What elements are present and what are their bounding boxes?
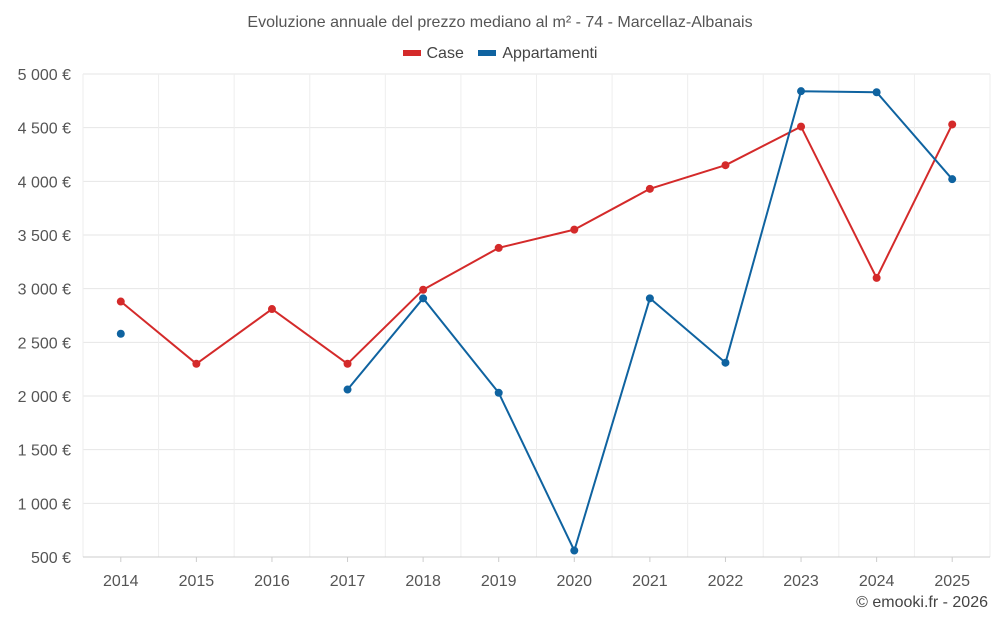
data-point-appartamenti [645, 294, 654, 303]
legend-item-case[interactable]: Case [402, 45, 464, 63]
data-point-appartamenti [948, 175, 957, 184]
legend-swatch-case [402, 50, 421, 56]
credit: © emooki.fr - 2026 [856, 594, 988, 611]
legend-label-appartamenti: Appartamenti [502, 45, 598, 62]
data-point-appartamenti [872, 88, 881, 97]
data-point-case [570, 225, 579, 234]
data-point-case [721, 161, 730, 170]
y-tick-label: 4 500 € [18, 121, 71, 138]
data-point-case [797, 122, 806, 131]
data-point-case [116, 297, 125, 306]
x-tick-label: 2018 [405, 573, 441, 590]
grid-lines [82, 73, 991, 558]
x-tick-label: 2022 [708, 573, 744, 590]
data-point-appartamenti [116, 329, 125, 338]
data-point-appartamenti [419, 294, 428, 303]
legend-swatch-appartamenti [478, 50, 497, 56]
chart-title: Evoluzione annuale del prezzo mediano al… [247, 14, 753, 31]
data-point-case [343, 359, 352, 368]
series-line-case [120, 123, 954, 365]
legend-label-case: Case [426, 45, 464, 62]
x-tick-label: 2015 [179, 573, 215, 590]
y-tick-label: 4 000 € [18, 174, 71, 191]
y-tick-label: 1 500 € [18, 443, 71, 460]
y-tick-label: 3 500 € [18, 228, 71, 245]
legend-item-appartamenti[interactable]: Appartamenti [478, 45, 597, 63]
x-tick-label: 2023 [783, 573, 819, 590]
x-tick-label: 2024 [859, 573, 895, 590]
data-point-appartamenti [797, 87, 806, 96]
data-point-case [645, 184, 654, 193]
data-point-case [494, 243, 503, 252]
x-tick-label: 2017 [330, 573, 366, 590]
y-tick-label: 2 000 € [18, 389, 71, 406]
y-tick-label: 500 € [31, 550, 71, 567]
x-tick-label: 2025 [934, 573, 970, 590]
data-point-case [948, 120, 957, 129]
data-point-case [192, 359, 201, 368]
y-tick-labels: 500 € 1 000 € 1 500 € 2 000 € 2 500 € 3 000 €… [18, 67, 71, 567]
y-tick-label: 3 000 € [18, 282, 71, 299]
y-tick-label: 2 500 € [18, 335, 71, 352]
series-case [116, 120, 957, 368]
x-tick-labels: 2014 2015 2016 2017 2018 2019 2020 2021 2022 2023… [103, 557, 970, 590]
x-tick-label: 2021 [632, 573, 668, 590]
series-line-appartamenti [346, 90, 953, 552]
data-point-case [267, 305, 276, 314]
data-point-case [419, 285, 428, 294]
y-tick-label: 1 000 € [18, 496, 71, 513]
series-group [116, 87, 957, 555]
data-point-appartamenti [570, 546, 579, 555]
x-tick-label: 2020 [556, 573, 592, 590]
data-point-case [872, 273, 881, 282]
x-tick-label: 2016 [254, 573, 290, 590]
x-tick-label: 2019 [481, 573, 517, 590]
x-tick-label: 2014 [103, 573, 139, 590]
y-tick-label: 5 000 € [18, 67, 71, 84]
legend: Case Appartamenti [0, 45, 1000, 63]
data-point-appartamenti [343, 385, 352, 394]
series-appartamenti [116, 87, 957, 555]
data-point-appartamenti [494, 388, 503, 397]
data-point-appartamenti [721, 358, 730, 367]
